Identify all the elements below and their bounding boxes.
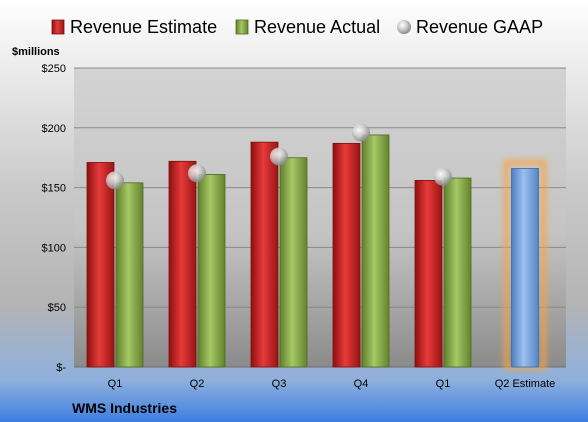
marker-revenue-gaap: [434, 167, 452, 186]
legend: Revenue Estimate Revenue Actual Revenue GA…: [51, 17, 543, 37]
x-tick-label: Q2: [190, 378, 205, 390]
plot-area: [74, 68, 566, 367]
legend-swatch: [235, 19, 249, 35]
x-tick-label: Q1: [436, 378, 451, 390]
y-tick-label: $150: [42, 183, 66, 195]
bar-revenue-estimate: [86, 162, 115, 368]
x-tick-label: Q3: [272, 378, 287, 390]
legend-label: Revenue Actual: [254, 17, 380, 37]
y-tick-label: $250: [42, 63, 66, 75]
gridlines: [74, 67, 566, 368]
x-tick-label: Q1: [108, 378, 123, 390]
bars: [86, 134, 547, 370]
bar-revenue-estimate: [168, 160, 197, 368]
marker-revenue-gaap: [188, 164, 206, 183]
marker-revenue-gaap: [352, 123, 370, 142]
legend-label: Revenue GAAP: [416, 17, 543, 37]
y-tick-label: $200: [42, 123, 66, 135]
marker-revenue-gaap: [106, 171, 124, 190]
x-tick-label: Q4: [354, 378, 369, 390]
bar-revenue-actual: [197, 174, 226, 368]
marker-revenue-gaap: [270, 147, 288, 166]
x-axis: Q1 Q2 Q3 Q4 Q1 Q2 Estimate: [108, 378, 556, 390]
gaap-markers: [106, 123, 452, 190]
y-axis: $- $50 $100 $150 $200 $250: [42, 63, 67, 374]
y-axis-unit-label: $millions: [12, 46, 60, 58]
legend-swatch: [397, 20, 411, 34]
legend-label: Revenue Estimate: [70, 17, 217, 37]
bar-revenue-estimate: [332, 142, 361, 368]
legend-swatch: [51, 19, 65, 35]
bar-revenue-estimate-forecast: [511, 168, 539, 368]
bar-revenue-actual: [279, 157, 308, 368]
x-tick-label: Q2 Estimate: [495, 378, 556, 390]
bar-revenue-estimate: [414, 180, 443, 368]
bar-revenue-actual: [115, 182, 144, 368]
y-tick-label: $100: [42, 242, 66, 254]
y-tick-label: $50: [48, 302, 66, 314]
bar-revenue-estimate: [250, 141, 279, 368]
company-name: WMS Industries: [72, 400, 177, 416]
bar-revenue-actual: [443, 177, 472, 368]
bar-revenue-actual: [361, 134, 390, 368]
y-tick-label: $-: [56, 362, 66, 374]
